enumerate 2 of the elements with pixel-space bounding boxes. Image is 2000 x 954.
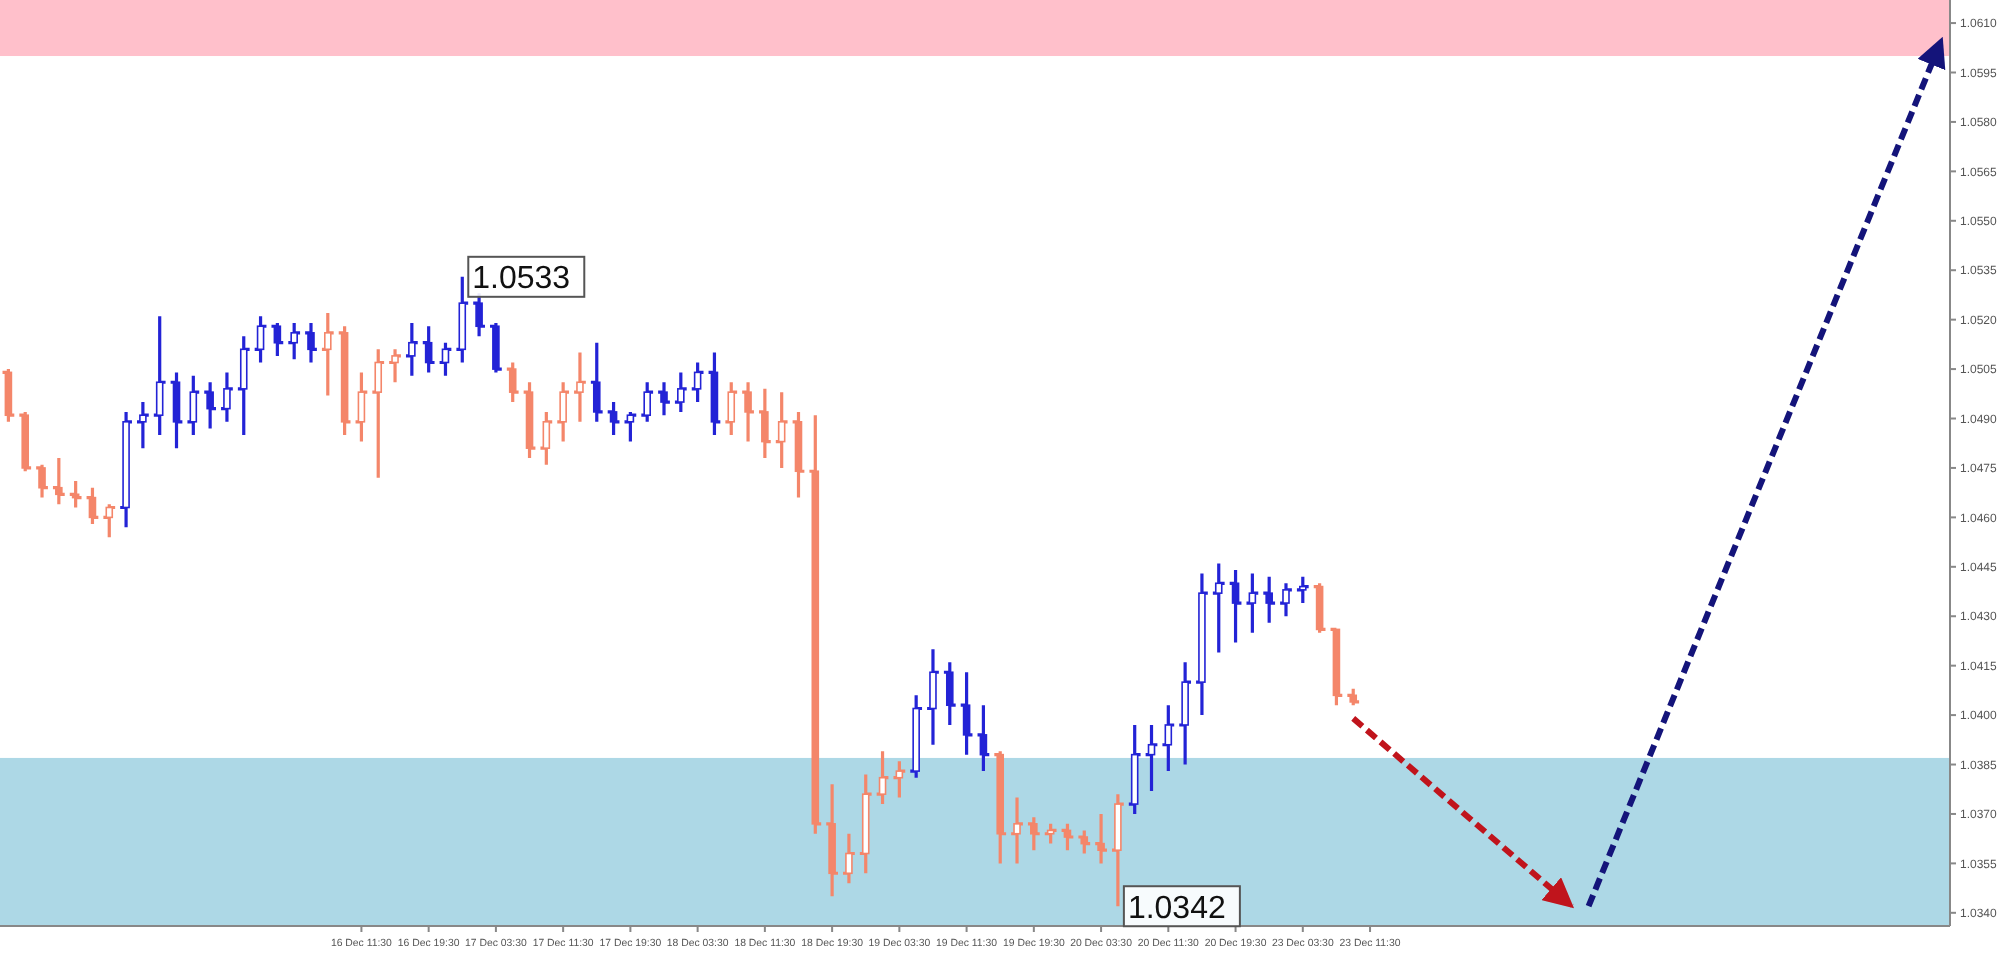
annotation: 1.0533 — [472, 262, 571, 297]
annotation: 1.0342 — [1127, 891, 1226, 926]
